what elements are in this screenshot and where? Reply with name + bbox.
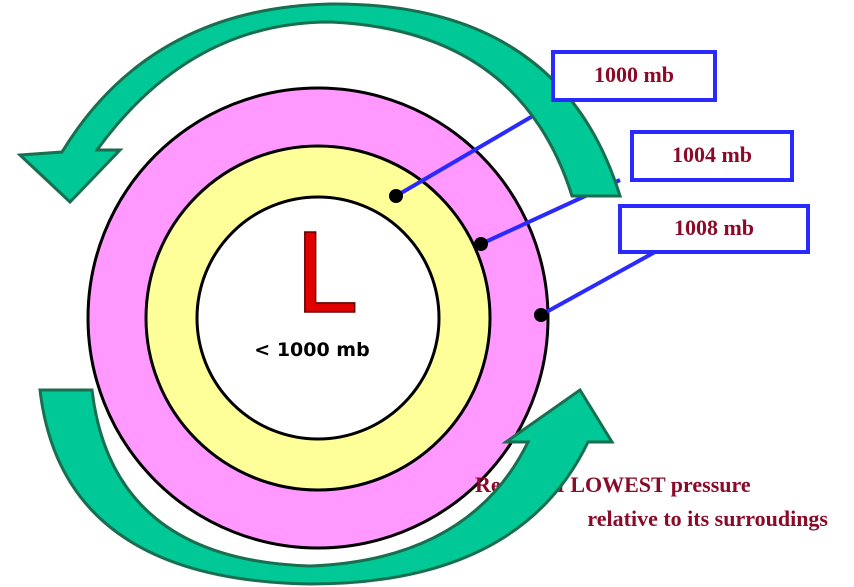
isobar-dot (534, 308, 548, 322)
circulation-arrow (38, 387, 615, 586)
isobar-label: 1004 mb (672, 142, 752, 167)
label-box (618, 204, 810, 254)
center-label: < 1000 mb (254, 339, 369, 361)
caption-line: relative to its surroudings (587, 506, 828, 531)
leader-line (394, 101, 557, 198)
label-box (551, 50, 717, 102)
isobar-dot (389, 189, 403, 203)
label-boxes (551, 50, 810, 254)
label-box (630, 130, 794, 182)
leader-line (540, 250, 656, 317)
isobar-label: 1008 mb (674, 215, 754, 240)
isobar-dot (474, 237, 488, 251)
isobar-label: 1000 mb (594, 62, 674, 87)
inner-isobar (195, 195, 441, 441)
low-symbol: L (294, 210, 355, 338)
circulation-arrow (16, 2, 623, 205)
